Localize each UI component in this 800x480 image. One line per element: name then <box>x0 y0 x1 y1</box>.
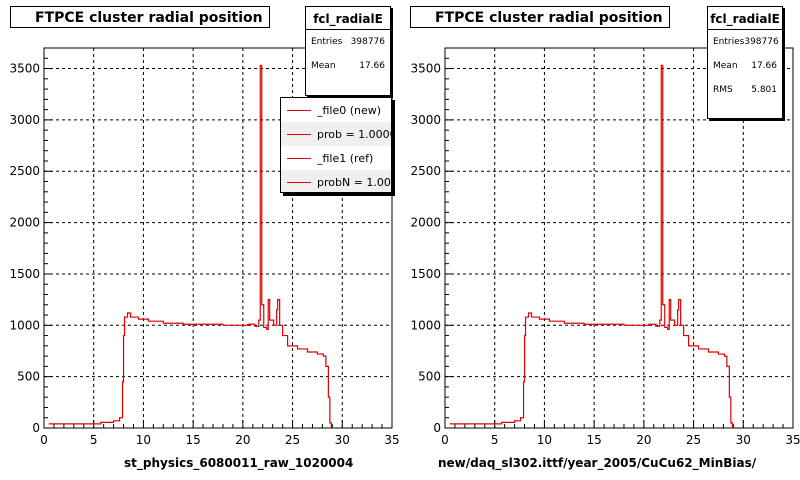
y-tick-label: 2000 <box>410 216 441 230</box>
stats-value: 398776 <box>350 37 385 47</box>
stats-value: 5.801 <box>751 85 777 95</box>
y-tick-label: 500 <box>418 370 441 384</box>
x-tick-label: 0 <box>441 433 449 447</box>
y-tick-label: 1000 <box>410 318 441 332</box>
x-tick-label: 35 <box>384 433 399 447</box>
histogram-series-line <box>48 64 332 428</box>
legend-label: _file1 (ref) <box>317 151 374 165</box>
y-tick-label: 3500 <box>410 62 441 76</box>
histogram-series-line <box>449 64 733 428</box>
legend-line-swatch <box>287 157 311 159</box>
stats-row-mean: Mean 17.66 <box>708 54 782 78</box>
y-tick-label: 1500 <box>9 267 40 281</box>
legend-line-swatch <box>287 181 311 183</box>
x-tick-label: 20 <box>636 433 651 447</box>
y-tick-label: 0 <box>433 421 441 435</box>
stats-label: Mean <box>713 61 738 71</box>
legend-entry: _file0 (new) <box>281 98 391 122</box>
stats-box: fcl_radialE Entries 398776 Mean 17.66 RM… <box>707 6 783 119</box>
stats-histogram-name: fcl_radialE <box>708 7 782 30</box>
y-tick-label: 2500 <box>9 164 40 178</box>
chart-title: FTPCE cluster radial position <box>410 6 670 28</box>
legend-label: _file0 (new) <box>317 103 382 117</box>
y-tick-label: 1000 <box>9 318 40 332</box>
x-tick-label: 0 <box>40 433 48 447</box>
legend-entry: prob = 1.000000 <box>281 122 391 146</box>
x-tick-label: 10 <box>136 433 151 447</box>
legend: _file0 (new) prob = 1.000000 _file1 (ref… <box>280 97 392 193</box>
x-tick-label: 15 <box>587 433 602 447</box>
y-tick-label: 500 <box>17 370 40 384</box>
chart-title: FTPCE cluster radial position <box>10 6 270 28</box>
x-tick-label: 30 <box>335 433 350 447</box>
x-tick-label: 35 <box>785 433 800 447</box>
x-tick-label: 15 <box>186 433 201 447</box>
stats-value: 17.66 <box>359 61 385 71</box>
stats-value: 398776 <box>744 37 779 47</box>
stats-box: fcl_radialE Entries 398776 Mean 17.66 <box>305 6 391 96</box>
x-tick-label: 25 <box>686 433 701 447</box>
x-tick-label: 30 <box>736 433 751 447</box>
x-tick-label: 5 <box>90 433 98 447</box>
y-tick-label: 3000 <box>9 113 40 127</box>
y-tick-label: 3500 <box>9 62 40 76</box>
legend-line-swatch <box>287 133 311 135</box>
legend-entry: _file1 (ref) <box>281 146 391 170</box>
stats-value: 17.66 <box>751 61 777 71</box>
x-axis-title: st_physics_6080011_raw_1020004 <box>124 456 354 470</box>
y-tick-label: 2000 <box>9 216 40 230</box>
y-tick-label: 1500 <box>410 267 441 281</box>
legend-entry: probN = 1.000000 <box>281 170 391 192</box>
y-tick-label: 3000 <box>410 113 441 127</box>
x-axis-title: new/daq_sl302.ittf/year_2005/CuCu62_MinB… <box>438 456 757 470</box>
stats-label: RMS <box>713 85 733 95</box>
x-tick-label: 25 <box>285 433 300 447</box>
x-tick-label: 20 <box>235 433 250 447</box>
stats-row-rms: RMS 5.801 <box>708 78 782 102</box>
y-tick-label: 0 <box>32 421 40 435</box>
stats-label: Entries <box>311 37 343 47</box>
legend-label: prob = 1.000000 <box>317 127 391 141</box>
stats-label: Entries <box>713 37 745 47</box>
stats-row-mean: Mean 17.66 <box>306 54 390 78</box>
stats-row-entries: Entries 398776 <box>708 30 782 54</box>
stats-row-entries: Entries 398776 <box>306 30 390 54</box>
x-tick-label: 10 <box>537 433 552 447</box>
legend-line-swatch <box>287 109 311 111</box>
legend-label: probN = 1.000000 <box>317 175 391 189</box>
stats-histogram-name: fcl_radialE <box>306 7 390 30</box>
y-tick-label: 2500 <box>410 164 441 178</box>
stats-label: Mean <box>311 61 336 71</box>
x-tick-label: 5 <box>491 433 499 447</box>
